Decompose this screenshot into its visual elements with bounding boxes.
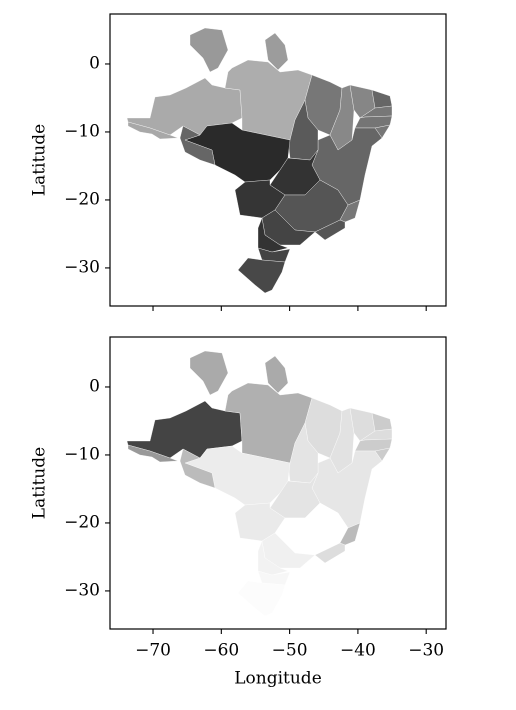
y-tick-label: −30 [64,257,100,277]
y-axis-label: Latitude [30,447,50,519]
map-bottom [126,350,393,617]
y-tick-label: −20 [64,189,100,209]
x-tick-label: −60 [203,641,239,661]
y-tick-label: −20 [64,512,100,532]
axes-frame [109,336,447,630]
x-tick-label: −50 [272,641,308,661]
y-tick-label: −10 [64,121,100,141]
x-axis-label: Longitude [234,669,322,689]
map-top [126,27,393,294]
x-tick-label: −70 [135,641,171,661]
y-tick-label: −30 [64,580,100,600]
axes-frame [109,13,447,307]
y-tick-label: −10 [64,444,100,464]
x-tick-label: −30 [408,641,444,661]
x-tick-label: −40 [340,641,376,661]
y-tick-label: 0 [89,53,100,73]
y-tick-label: 0 [89,376,100,396]
y-axis-label: Latitude [30,124,50,196]
